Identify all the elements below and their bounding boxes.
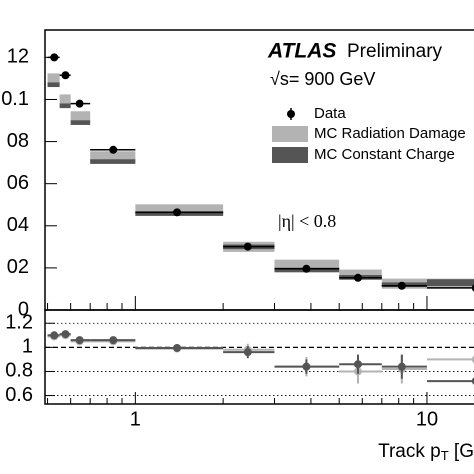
region: |η| < 0.8: [278, 211, 336, 231]
y-tick-label: 04: [7, 214, 29, 236]
mc-box: [47, 82, 60, 88]
ratio-y-tick-label: 1: [22, 336, 33, 358]
data-point: [302, 264, 311, 273]
data-point: [353, 273, 362, 282]
ratio-point: [471, 355, 474, 363]
ratio-y-tick-label: 1.2: [5, 312, 33, 334]
y-tick-label: 0: [18, 298, 29, 320]
x-tick-label: 1: [130, 408, 141, 430]
mc-box: [59, 103, 71, 109]
top-frame: [44, 29, 474, 311]
ratio-point: [243, 348, 252, 357]
legend-marker: [272, 147, 308, 163]
ratio-y-tick-label: 0.6: [5, 384, 33, 406]
mc-box: [274, 259, 340, 270]
x-tick-label: 10: [416, 408, 438, 430]
legend-marker: [287, 110, 295, 118]
ratio-point: [173, 343, 182, 352]
data-point: [243, 242, 252, 251]
ratio-point: [61, 330, 70, 339]
legend-label: MC Radiation Damage: [314, 125, 466, 142]
legend-marker: [272, 126, 308, 142]
data-point: [109, 145, 118, 154]
ratio-point: [109, 336, 118, 345]
data-point: [75, 99, 84, 108]
mc-box: [426, 279, 474, 286]
mc-box: [90, 151, 136, 162]
ratio-point: [50, 331, 59, 340]
y-tick-label: 02: [7, 256, 29, 278]
y-tick-label: 0.1: [1, 88, 29, 110]
data-point: [471, 284, 474, 292]
mc-box: [90, 159, 136, 164]
mc-box: [339, 269, 382, 280]
legend-label: MC Constant Charge: [314, 146, 455, 163]
y-tick-label: 06: [7, 172, 29, 194]
ratio-point: [397, 362, 406, 371]
x-axis-label: Track pT [G: [378, 441, 474, 463]
mc-box: [70, 111, 91, 122]
mc-box: [59, 94, 71, 105]
ratio-point: [471, 377, 474, 385]
ratio-point: [353, 360, 362, 369]
data-point: [61, 71, 70, 80]
experiment: ATLAS: [267, 40, 336, 63]
status: Preliminary: [347, 41, 443, 62]
ratio-point: [75, 336, 84, 345]
mc-box: [70, 120, 91, 125]
y-tick-label: 08: [7, 130, 29, 152]
ratio-point: [302, 362, 311, 371]
ratio-frame: [44, 309, 474, 405]
x-label-sub: T: [441, 448, 449, 463]
energy: √s= 900 GeV: [270, 69, 375, 89]
ratio-y-tick-label: 0.8: [5, 360, 33, 382]
y-tick-label: 12: [7, 46, 29, 68]
x-label-main: Track p: [378, 441, 441, 462]
x-label-rest: [G: [449, 441, 474, 462]
data-point: [173, 208, 182, 217]
legend-label: Data: [314, 105, 346, 122]
data-point: [50, 53, 59, 62]
data-point: [397, 281, 406, 290]
mc-box: [47, 73, 60, 84]
